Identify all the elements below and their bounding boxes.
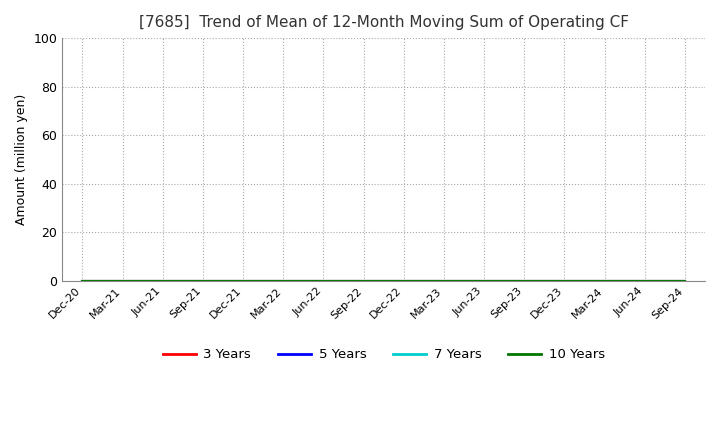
Title: [7685]  Trend of Mean of 12-Month Moving Sum of Operating CF: [7685] Trend of Mean of 12-Month Moving … <box>139 15 629 30</box>
Y-axis label: Amount (million yen): Amount (million yen) <box>15 94 28 225</box>
Legend: 3 Years, 5 Years, 7 Years, 10 Years: 3 Years, 5 Years, 7 Years, 10 Years <box>157 343 610 367</box>
